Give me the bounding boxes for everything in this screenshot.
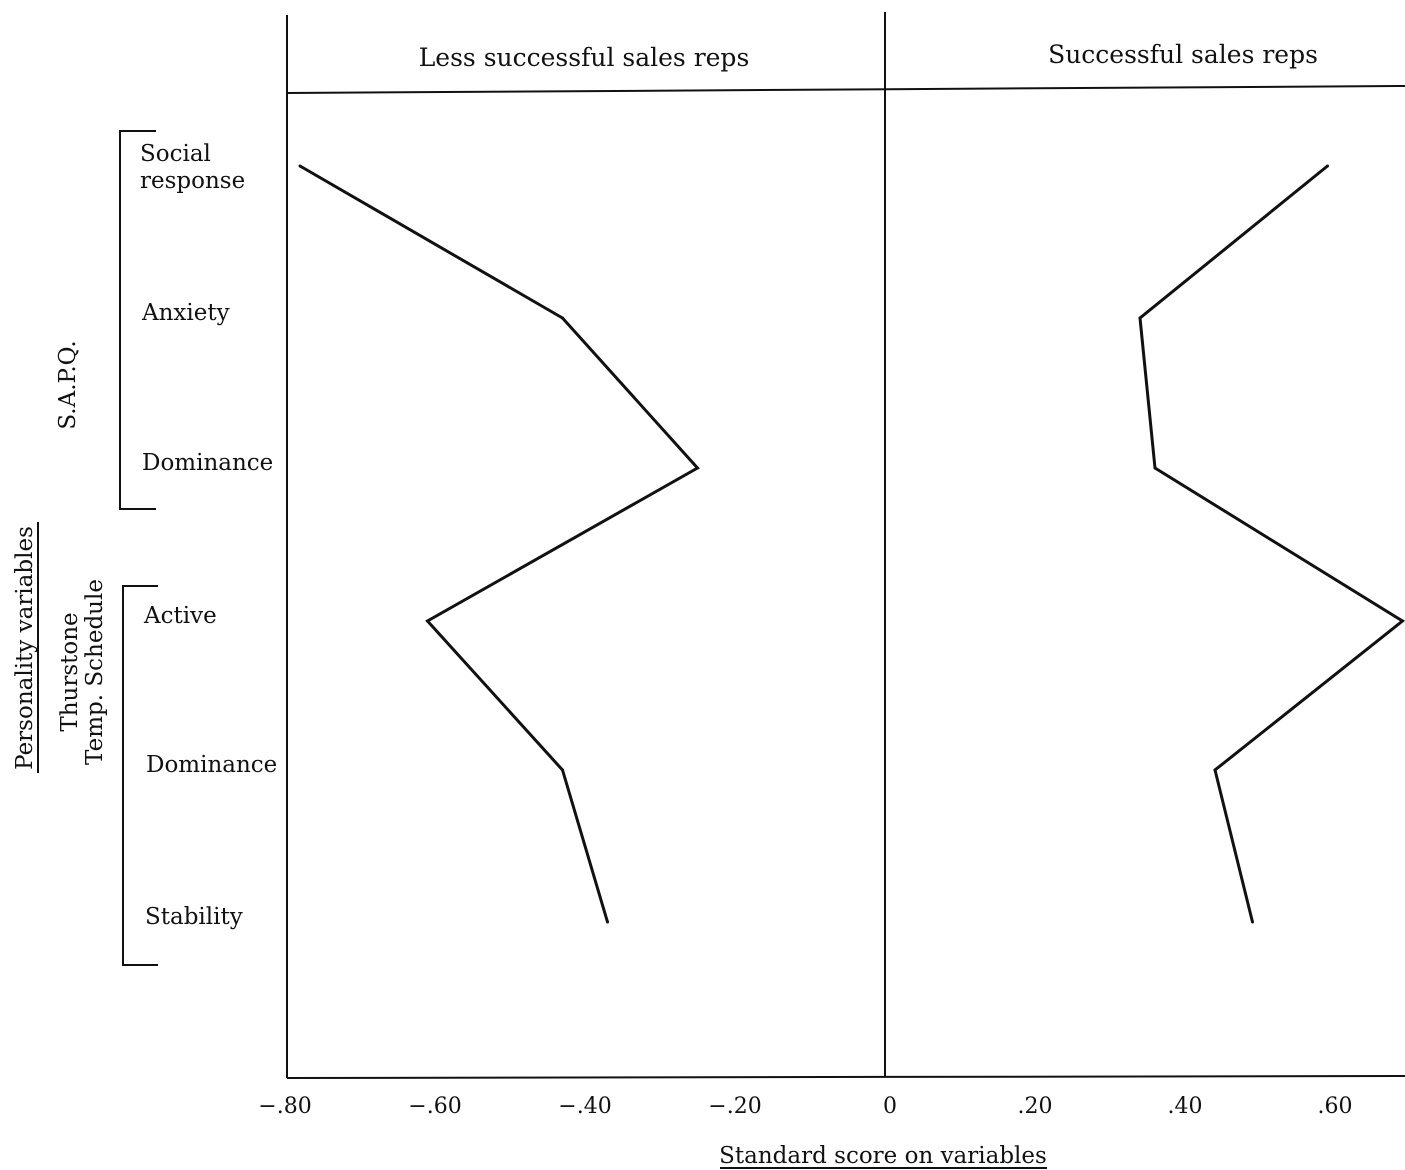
data-point — [1401, 619, 1404, 623]
variable-label: Dominance — [146, 752, 277, 778]
x-tick-label: .20 — [1018, 1094, 1053, 1119]
data-point — [1326, 164, 1329, 168]
group-label-thurstone-line1: Thurstone — [57, 612, 83, 731]
x-tick-label: −.40 — [558, 1094, 611, 1119]
x-tick-label: 0 — [883, 1094, 897, 1119]
data-point — [696, 466, 699, 470]
variable-label: Stability — [145, 904, 243, 930]
group-label-sapq: S.A.P.Q. — [55, 340, 81, 429]
x-axis-title: Standard score on variables — [719, 1143, 1047, 1169]
variable-label: response — [140, 168, 245, 194]
series-line-less-successful — [299, 164, 700, 923]
data-point — [1153, 466, 1157, 470]
data-point — [1138, 316, 1142, 320]
variable-label: Active — [143, 603, 217, 629]
panel-title-successful: Successful sales reps — [1048, 40, 1318, 69]
variable-label: Dominance — [142, 450, 273, 476]
x-tick-labels: −.80 −.60 −.40 −.20 0 .20 .40 .60 — [258, 1094, 1352, 1119]
x-tick-label: .60 — [1318, 1094, 1353, 1119]
sapq-bracket — [119, 130, 156, 510]
header-rule — [286, 85, 1405, 94]
x-tick-label: −.80 — [258, 1094, 311, 1119]
data-point — [1251, 920, 1254, 924]
thurstone-bracket — [122, 585, 158, 966]
x-tick-label: .40 — [1168, 1094, 1203, 1119]
variable-label: Social — [140, 141, 211, 167]
data-point — [426, 619, 429, 623]
data-point — [298, 164, 302, 168]
data-point — [561, 316, 564, 320]
x-tick-label: −.20 — [708, 1094, 761, 1119]
group-label-thurstone-line2: Temp. Schedule — [82, 579, 108, 765]
data-point — [606, 920, 609, 924]
y-axis-title: Personality variables — [12, 526, 38, 770]
x-tick-label: −.60 — [408, 1094, 461, 1119]
data-point — [1213, 768, 1217, 772]
bottom-axis-line — [286, 1075, 1405, 1079]
variable-label: Anxiety — [141, 300, 230, 326]
panel-title-less-successful: Less successful sales reps — [419, 43, 750, 72]
series-lines — [298, 164, 1405, 924]
series-line-successful — [1138, 164, 1405, 923]
data-point — [561, 768, 564, 772]
